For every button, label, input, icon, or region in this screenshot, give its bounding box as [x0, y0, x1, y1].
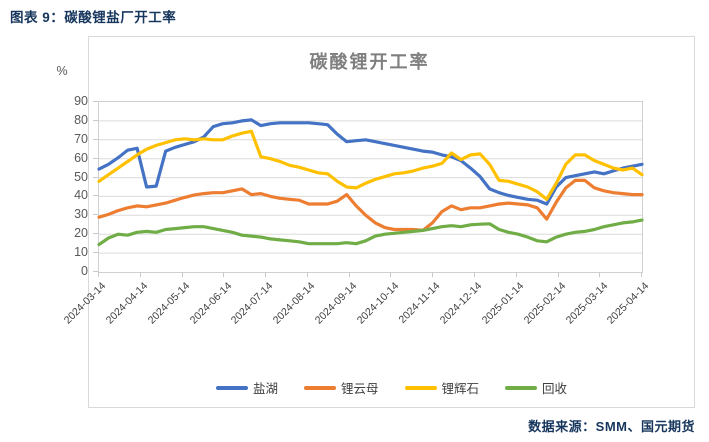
y-tick-label-40: 40 [74, 188, 88, 203]
legend-label-liyunmu: 锂云母 [340, 382, 379, 396]
series-line-yanhu [97, 118, 644, 206]
chart-panel [88, 36, 695, 408]
x-tick-mark [515, 272, 517, 277]
y-tick-label-10: 10 [74, 245, 88, 260]
x-tick-mark [181, 272, 183, 277]
y-tick-mark [93, 233, 98, 235]
y-tick-mark [93, 157, 98, 159]
legend-swatch-huishou [505, 385, 538, 390]
y-tick-mark [93, 119, 98, 121]
y-axis-unit-label: % [56, 64, 68, 78]
x-tick-mark [641, 272, 642, 277]
y-tick-label-80: 80 [74, 112, 88, 127]
x-tick-mark [139, 272, 141, 277]
y-tick-mark [93, 252, 98, 254]
y-tick-mark [93, 176, 98, 178]
y-tick-label-30: 30 [74, 207, 88, 222]
x-tick-mark [557, 272, 559, 277]
legend-swatch-yanhu [215, 385, 248, 390]
y-tick-label-20: 20 [74, 226, 88, 241]
x-tick-mark [306, 272, 308, 277]
legend-label-huishou: 回收 [542, 382, 568, 396]
y-tick-label-0: 0 [81, 264, 88, 278]
series-line-liyunmu [97, 178, 644, 232]
legend: 盐湖 锂云母 锂辉石 回收 [88, 378, 695, 397]
y-tick-mark [93, 101, 98, 102]
legend-item-liyunmu: 锂云母 [303, 378, 379, 397]
x-tick-mark [348, 272, 350, 277]
legend-swatch-liyunmu [303, 385, 336, 390]
plot-area [97, 101, 644, 273]
x-tick-mark [98, 272, 99, 277]
series-line-huishou [97, 218, 644, 247]
x-tick-mark [432, 272, 434, 277]
legend-swatch-lihuishi [404, 385, 437, 390]
legend-label-lihuishi: 锂辉石 [441, 382, 480, 396]
legend-item-lihuishi: 锂辉石 [404, 378, 480, 397]
legend-item-huishou: 回收 [505, 378, 567, 397]
y-tick-mark [93, 138, 98, 140]
legend-label-yanhu: 盐湖 [252, 382, 278, 396]
series-line-lihuishi [97, 129, 644, 201]
y-tick-label-50: 50 [74, 169, 88, 184]
chart-title: 碳酸锂开工率 [309, 52, 430, 72]
x-tick-mark [265, 272, 267, 277]
y-tick-mark [93, 195, 98, 197]
y-tick-label-60: 60 [74, 150, 88, 165]
x-tick-mark [390, 272, 392, 277]
x-tick-mark [599, 272, 601, 277]
plot-svg [97, 118, 644, 254]
legend-item-yanhu: 盐湖 [215, 378, 278, 397]
y-tick-mark [93, 214, 98, 216]
y-tick-label-90: 90 [74, 94, 88, 108]
data-source: 数据来源：SMM、国元期货 [528, 419, 695, 434]
x-tick-mark [223, 272, 225, 277]
y-tick-label-70: 70 [74, 131, 88, 146]
y-tick-mark [93, 271, 98, 272]
figure-caption: 图表 9：碳酸锂盐厂开工率 [10, 10, 177, 25]
x-tick-mark [473, 272, 475, 277]
